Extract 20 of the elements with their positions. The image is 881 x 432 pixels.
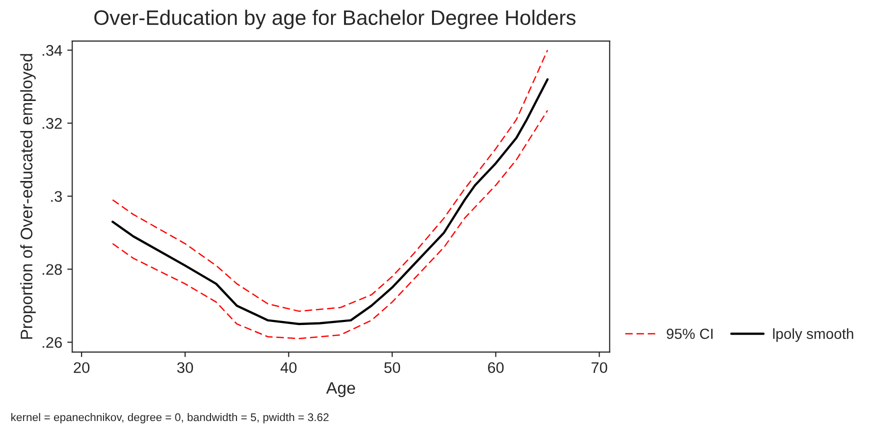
x-tick-label: 40 <box>280 362 297 374</box>
y-tick-label: .34 <box>42 45 62 56</box>
y-tick-label: .28 <box>42 264 62 275</box>
line-series <box>112 50 548 312</box>
chart-title: Over-Education by age for Bachelor Degree Holders <box>94 10 576 30</box>
y-tick-label: .3 <box>51 191 62 202</box>
x-tick-label: 20 <box>74 362 90 374</box>
y-tick-label: .26 <box>42 337 62 348</box>
text: kernel = epanechnikov, degree = 0, bandwidth = 5, pwidth = 3.62 <box>11 413 329 424</box>
x-tick-label: 30 <box>177 362 194 374</box>
legend-label: lpoly smooth <box>773 328 854 342</box>
y-tick-label: .32 <box>42 118 62 129</box>
line-series <box>112 110 548 340</box>
legend-label: 95% CI <box>666 328 713 339</box>
x-axis-title: Age <box>326 382 356 398</box>
x-tick-label: 70 <box>592 362 608 374</box>
line-series <box>112 78 549 326</box>
x-tick-label: 50 <box>384 362 400 374</box>
x-tick-label: 60 <box>488 362 504 374</box>
y-axis-title: Proportion of Over-educated employed <box>20 54 36 339</box>
